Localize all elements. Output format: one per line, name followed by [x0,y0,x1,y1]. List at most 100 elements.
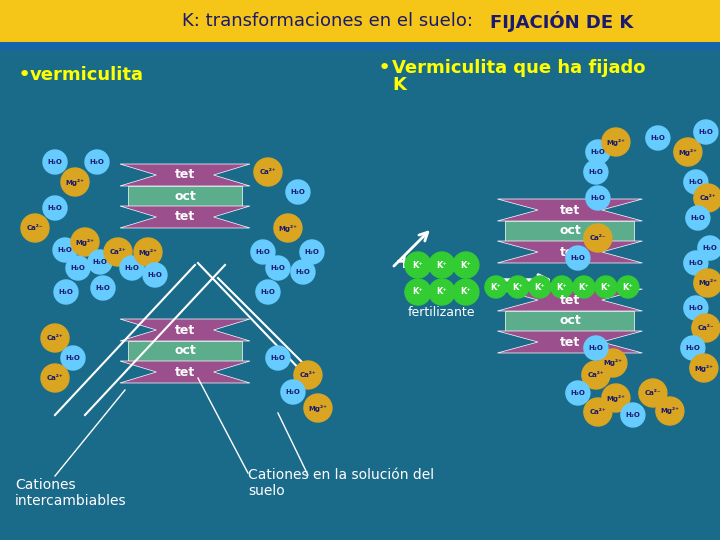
Text: H₂O: H₂O [570,390,585,396]
Circle shape [405,252,431,278]
Circle shape [573,276,595,298]
Circle shape [256,280,280,304]
Circle shape [595,276,617,298]
Circle shape [405,279,431,305]
Text: H₂O: H₂O [89,159,104,165]
Circle shape [674,138,702,166]
Text: H₂O: H₂O [261,289,275,295]
Circle shape [43,150,67,174]
Text: K⁺: K⁺ [623,282,634,292]
Circle shape [41,324,69,352]
Circle shape [104,238,132,266]
Text: Mg²⁺: Mg²⁺ [76,239,94,246]
Text: FIJACIÓN DE K: FIJACIÓN DE K [490,10,633,31]
Circle shape [286,180,310,204]
Circle shape [621,403,645,427]
Text: vermiculita: vermiculita [30,66,144,84]
Circle shape [66,256,90,280]
Text: Mg²⁺: Mg²⁺ [138,248,158,255]
Circle shape [134,238,162,266]
Circle shape [586,140,610,164]
Circle shape [43,196,67,220]
Text: H₂O: H₂O [286,389,300,395]
Text: tet: tet [175,211,195,224]
Text: K⁺: K⁺ [461,287,472,296]
Circle shape [274,214,302,242]
Text: H₂O: H₂O [590,195,606,201]
Circle shape [684,170,708,194]
Circle shape [266,256,290,280]
Text: H₂O: H₂O [271,355,285,361]
Text: H₂O: H₂O [588,169,603,175]
Text: H₂O: H₂O [271,265,285,271]
Text: H₂O: H₂O [703,245,717,251]
Text: K⁺: K⁺ [513,282,523,292]
Circle shape [582,361,610,389]
Circle shape [551,276,573,298]
Text: K⁺: K⁺ [413,287,423,296]
Text: Ca²⁺: Ca²⁺ [47,335,63,341]
Text: K⁺: K⁺ [490,282,501,292]
Circle shape [584,398,612,426]
Circle shape [300,240,324,264]
Text: +: + [395,252,413,272]
Text: fertilizante: fertilizante [408,307,476,320]
Text: oct: oct [559,314,581,327]
Text: K: transformaciones en el suelo:: K: transformaciones en el suelo: [182,12,479,30]
Text: •: • [378,58,391,78]
Circle shape [617,276,639,298]
Circle shape [254,158,282,186]
Text: H₂O: H₂O [96,285,110,291]
Text: Ca²⁻: Ca²⁻ [590,235,606,241]
Text: Mg²⁺: Mg²⁺ [660,408,679,415]
Text: H₂O: H₂O [698,129,714,135]
Text: H₂O: H₂O [685,345,701,351]
Text: H₂O: H₂O [295,269,310,275]
Circle shape [684,251,708,275]
Text: H₂O: H₂O [305,249,320,255]
Polygon shape [120,319,250,341]
Circle shape [584,336,608,360]
Polygon shape [120,164,250,186]
Circle shape [692,314,720,342]
Circle shape [586,186,610,210]
Text: Ca²⁻: Ca²⁻ [698,325,714,331]
Circle shape [646,126,670,150]
Circle shape [485,276,507,298]
Circle shape [143,263,167,287]
Text: oct: oct [174,345,196,357]
Text: H₂O: H₂O [48,205,63,211]
Circle shape [694,184,720,212]
Circle shape [54,280,78,304]
Text: Ca²⁺: Ca²⁺ [260,169,276,175]
Text: H₂O: H₂O [688,305,703,311]
Text: K⁺: K⁺ [436,260,447,269]
Text: H₂O: H₂O [58,289,73,295]
Circle shape [85,150,109,174]
Circle shape [281,380,305,404]
Circle shape [507,276,529,298]
Text: Vermiculita que ha fijado: Vermiculita que ha fijado [392,59,645,77]
Text: H₂O: H₂O [590,149,606,155]
Text: H₂O: H₂O [290,189,305,195]
Text: H₂O: H₂O [71,265,86,271]
Circle shape [61,168,89,196]
Polygon shape [498,241,642,263]
Text: H₂O: H₂O [58,247,73,253]
Text: Ca²⁺: Ca²⁺ [588,372,604,378]
Circle shape [251,240,275,264]
Circle shape [429,279,455,305]
Text: Mg²⁺: Mg²⁺ [694,364,714,372]
Text: tet: tet [559,294,580,307]
Circle shape [698,236,720,260]
Polygon shape [498,331,642,353]
Circle shape [41,364,69,392]
Text: H₂O: H₂O [48,159,63,165]
Text: Ca²⁺: Ca²⁺ [47,375,63,381]
Text: K⁺: K⁺ [413,260,423,269]
Text: K⁺: K⁺ [600,282,611,292]
Polygon shape [120,361,250,383]
Circle shape [602,128,630,156]
Text: tet: tet [559,204,580,217]
Text: H₂O: H₂O [688,260,703,266]
